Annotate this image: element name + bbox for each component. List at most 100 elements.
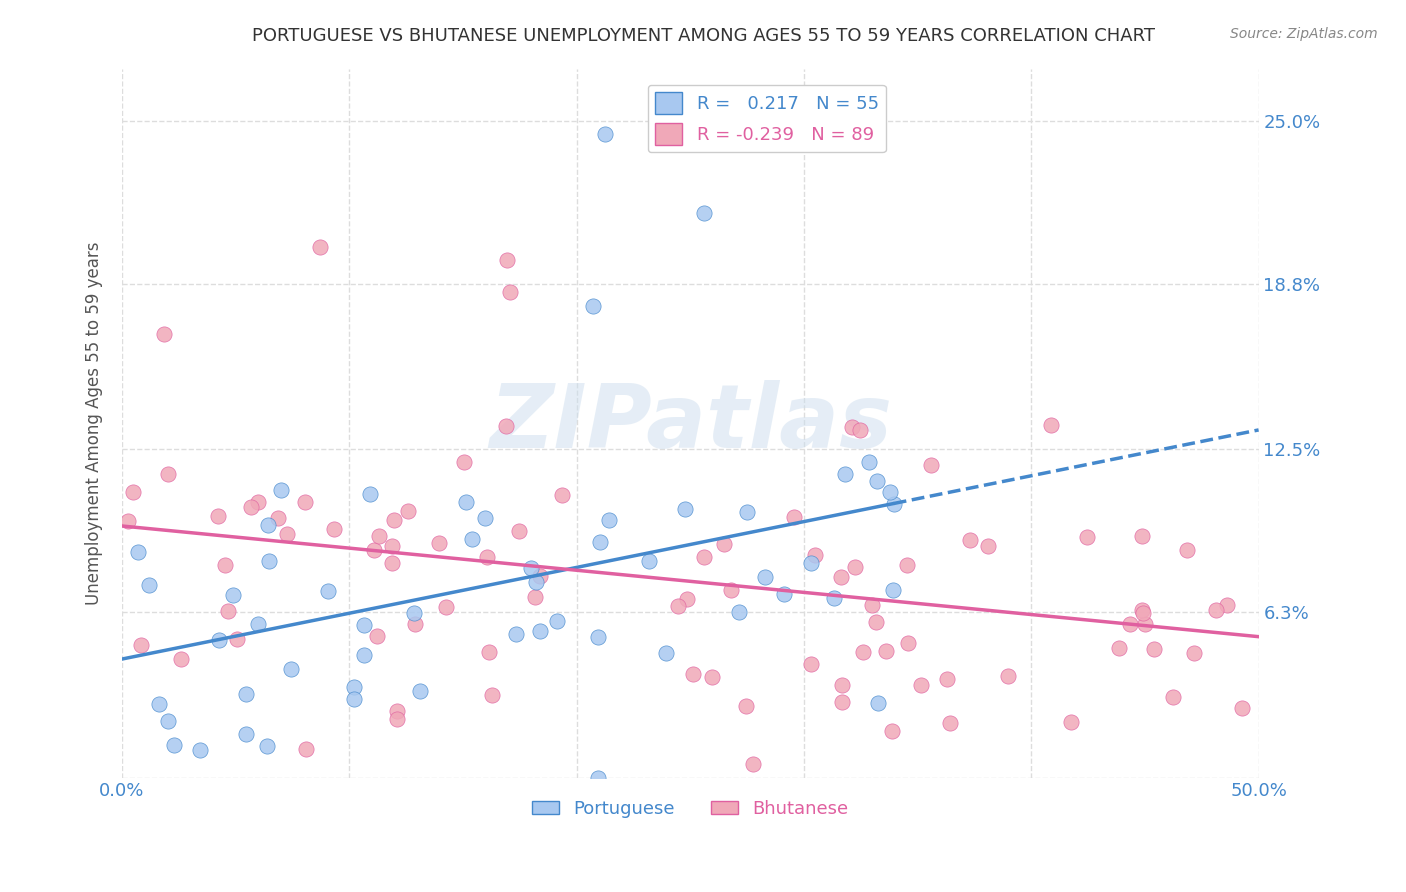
Point — [256, 739, 278, 753]
Point — [897, 635, 920, 649]
Point — [343, 680, 366, 694]
Point — [214, 558, 236, 573]
Point — [550, 488, 572, 502]
Point — [546, 614, 568, 628]
Point — [959, 533, 981, 547]
Legend: Portuguese, Bhutanese: Portuguese, Bhutanese — [524, 793, 856, 825]
Point — [246, 616, 269, 631]
Point — [222, 589, 245, 603]
Point — [169, 652, 191, 666]
Point — [713, 536, 735, 550]
Point — [402, 606, 425, 620]
Point — [366, 629, 388, 643]
Point — [997, 669, 1019, 683]
Point — [754, 570, 776, 584]
Point — [208, 632, 231, 647]
Text: ZIPatlas: ZIPatlas — [489, 379, 891, 467]
Point — [323, 523, 346, 537]
Point — [586, 771, 609, 785]
Point — [734, 699, 756, 714]
Point — [834, 467, 856, 481]
Text: Source: ZipAtlas.com: Source: ZipAtlas.com — [1230, 27, 1378, 41]
Point — [1119, 617, 1142, 632]
Point — [700, 670, 723, 684]
Point — [454, 495, 477, 509]
Point — [496, 253, 519, 268]
Point — [127, 545, 149, 559]
Point — [257, 554, 280, 568]
Point — [499, 285, 522, 299]
Point — [117, 514, 139, 528]
Point — [217, 604, 239, 618]
Point — [1135, 616, 1157, 631]
Point — [782, 509, 804, 524]
Point — [529, 568, 551, 582]
Point — [849, 423, 872, 437]
Point — [294, 494, 316, 508]
Point — [475, 549, 498, 564]
Point — [247, 495, 270, 509]
Point — [1130, 603, 1153, 617]
Point — [693, 206, 716, 220]
Point — [920, 458, 942, 472]
Point — [524, 590, 547, 604]
Point — [427, 536, 450, 550]
Point — [595, 127, 617, 141]
Point — [735, 505, 758, 519]
Point — [461, 532, 484, 546]
Point — [280, 662, 302, 676]
Point — [148, 698, 170, 712]
Point — [474, 511, 496, 525]
Point — [226, 632, 249, 646]
Point — [381, 556, 404, 570]
Point — [404, 617, 426, 632]
Point — [481, 688, 503, 702]
Point — [831, 678, 853, 692]
Point — [830, 570, 852, 584]
Point — [163, 739, 186, 753]
Point — [294, 741, 316, 756]
Point — [896, 558, 918, 573]
Point — [207, 508, 229, 523]
Point — [1232, 700, 1254, 714]
Point — [157, 714, 180, 729]
Point — [676, 591, 699, 606]
Point — [153, 327, 176, 342]
Point — [270, 483, 292, 498]
Point — [655, 646, 678, 660]
Point — [1108, 640, 1130, 655]
Point — [1130, 529, 1153, 543]
Point — [588, 630, 610, 644]
Point — [910, 677, 932, 691]
Point — [976, 539, 998, 553]
Point — [495, 419, 517, 434]
Point — [524, 574, 547, 589]
Point — [343, 691, 366, 706]
Point — [879, 484, 901, 499]
Point — [800, 556, 823, 570]
Point — [396, 504, 419, 518]
Text: PORTUGUESE VS BHUTANESE UNEMPLOYMENT AMONG AGES 55 TO 59 YEARS CORRELATION CHART: PORTUGUESE VS BHUTANESE UNEMPLOYMENT AMO… — [252, 27, 1154, 45]
Point — [841, 420, 863, 434]
Point — [865, 615, 887, 629]
Point — [800, 657, 823, 672]
Point — [598, 513, 620, 527]
Point — [882, 723, 904, 738]
Point — [868, 697, 890, 711]
Point — [529, 624, 551, 638]
Point — [682, 666, 704, 681]
Y-axis label: Unemployment Among Ages 55 to 59 years: Unemployment Among Ages 55 to 59 years — [86, 242, 103, 605]
Point — [1132, 606, 1154, 620]
Point — [157, 467, 180, 482]
Point — [129, 638, 152, 652]
Point — [1205, 603, 1227, 617]
Point — [852, 645, 875, 659]
Point — [385, 704, 408, 718]
Point — [520, 561, 543, 575]
Point — [936, 672, 959, 686]
Point — [823, 591, 845, 605]
Point — [883, 497, 905, 511]
Point — [188, 743, 211, 757]
Point — [882, 582, 904, 597]
Point — [385, 712, 408, 726]
